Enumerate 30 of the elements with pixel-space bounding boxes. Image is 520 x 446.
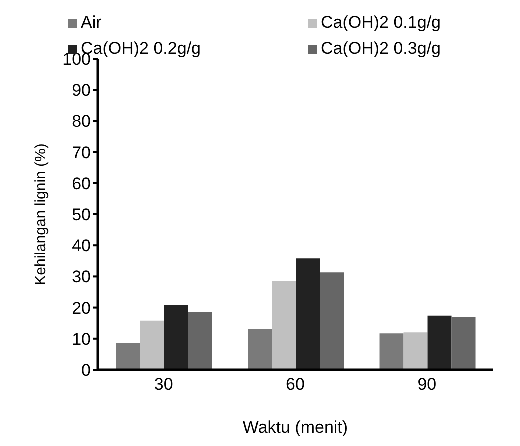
bar [296, 258, 320, 370]
x-tick-label: 90 [418, 375, 437, 394]
y-tick-label: 10 [72, 330, 91, 349]
y-tick-label: 40 [72, 236, 91, 256]
y-tick-label: 30 [72, 268, 91, 287]
bar [320, 272, 344, 370]
y-tick-label: 80 [72, 112, 91, 132]
x-tick-label: 60 [286, 375, 305, 394]
bar [164, 305, 188, 370]
bar [188, 312, 212, 370]
legend-label: Air [81, 13, 102, 33]
y-tick-label: 20 [72, 298, 91, 318]
y-tick-label: 60 [72, 174, 91, 194]
bar [272, 281, 296, 370]
bar [428, 316, 452, 370]
y-tick-label: 70 [72, 143, 91, 162]
bar [248, 329, 272, 370]
bar [140, 320, 164, 370]
y-tick-label: 50 [72, 206, 91, 225]
bar [116, 343, 140, 370]
y-tick-label: 90 [72, 81, 91, 100]
y-tick-label: 0 [82, 361, 91, 380]
legend-label: Ca(OH)2 0.3g/g [321, 39, 441, 59]
bar [452, 317, 476, 370]
x-axis-title: Waktu (menit) [242, 418, 348, 437]
bar [380, 334, 404, 370]
y-axis-title: Kehilangan lignin (%) [32, 144, 50, 286]
bar [404, 332, 428, 370]
legend-label: Ca(OH)2 0.1g/g [321, 13, 441, 33]
x-tick-label: 30 [154, 375, 174, 394]
